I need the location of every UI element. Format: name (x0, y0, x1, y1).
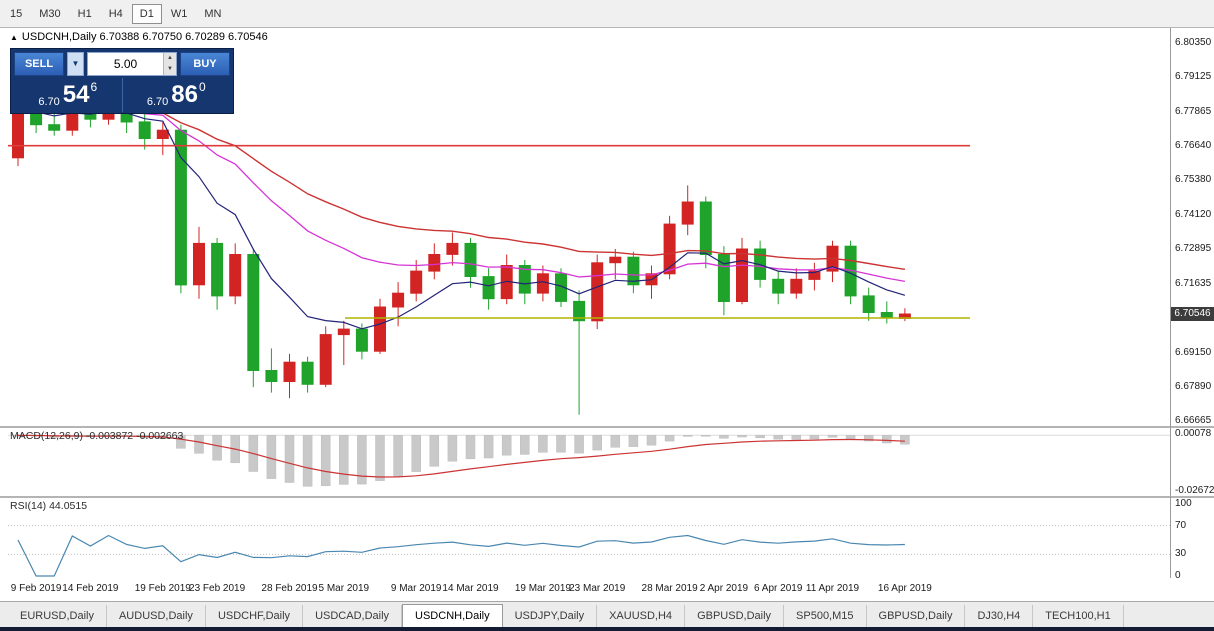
macd-canvas[interactable] (8, 428, 1170, 496)
volume-stepper: ▲ ▼ (163, 53, 176, 75)
buy-price[interactable]: 6.70 86 0 (123, 78, 231, 112)
trade-prices-row: 6.70 54 6 6.70 86 0 (14, 78, 230, 112)
date-label: 28 Mar 2019 (641, 583, 698, 594)
sell-button[interactable]: SELL (14, 52, 64, 76)
buy-button[interactable]: BUY (180, 52, 230, 76)
panel-resize-handle[interactable] (0, 426, 1214, 428)
volume-up-button[interactable]: ▲ (167, 55, 173, 61)
price-panel[interactable]: ▲ USDCNH,Daily 6.70388 6.70750 6.70289 6.… (0, 28, 1214, 426)
timeframe-mn[interactable]: MN (196, 4, 229, 24)
time-axis: 9 Feb 2019 14 Feb 2019 19 Feb 2019 23 Feb 2… (0, 578, 1214, 601)
macd-label: MACD(12,26,9) -0.003872 -0.002663 (10, 430, 184, 442)
macd-axis-label: -0.02672 (1175, 484, 1214, 496)
price-divider (121, 78, 123, 112)
price-axis-label: 6.74120 (1175, 209, 1212, 221)
price-chart-canvas[interactable] (8, 28, 1170, 426)
rsi-panel[interactable]: RSI(14) 44.0515 100 70 30 0 (0, 498, 1214, 581)
date-label: 28 Feb 2019 (261, 583, 318, 594)
order-settings-dropdown[interactable]: ▼ (67, 52, 84, 76)
macd-axis-label: 0.00078 (1175, 427, 1212, 439)
volume-input[interactable]: 5.00 ▲ ▼ (87, 52, 177, 76)
one-click-trading-panel: SELL ▼ 5.00 ▲ ▼ BUY 6.70 54 6 (10, 48, 234, 114)
price-axis-label: 6.79125 (1175, 71, 1212, 83)
chart-tab-usdjpy[interactable]: USDJPY,Daily (503, 605, 598, 627)
price-axis-label: 6.80350 (1175, 37, 1212, 49)
sell-price-sup: 6 (90, 80, 98, 94)
chart-tab-usdcnh[interactable]: USDCNH,Daily (402, 604, 503, 627)
date-label: 9 Mar 2019 (390, 583, 442, 594)
chart-tab-eurusd[interactable]: EURUSD,Daily (8, 605, 107, 627)
chart-tab-usdcad[interactable]: USDCAD,Daily (303, 605, 403, 627)
chart-title: ▲ USDCNH,Daily 6.70388 6.70750 6.70289 6.… (10, 31, 268, 43)
date-label: 5 Mar 2019 (318, 583, 370, 594)
timeframe-d1[interactable]: D1 (131, 3, 162, 24)
chart-tab-tech100[interactable]: TECH100,H1 (1033, 605, 1124, 627)
rsi-axis-label: 30 (1175, 548, 1187, 560)
price-axis-label: 6.69150 (1175, 346, 1212, 358)
rsi-axis-label: 100 (1175, 498, 1192, 509)
chart-window: ▲ USDCNH,Daily 6.70388 6.70750 6.70289 6.… (0, 28, 1214, 601)
date-label: 19 Mar 2019 (514, 583, 571, 594)
price-axis-label: 6.72895 (1175, 243, 1212, 255)
volume-down-button[interactable]: ▼ (167, 66, 173, 72)
panel-resize-handle[interactable] (0, 496, 1214, 498)
date-label: 6 Apr 2019 (754, 583, 803, 594)
chart-tab-dj30[interactable]: DJ30,H4 (965, 605, 1034, 627)
volume-value: 5.00 (113, 57, 138, 71)
date-label: 9 Feb 2019 (10, 583, 62, 594)
sell-price-small: 6.70 (38, 96, 60, 108)
chart-tab-audusd[interactable]: AUDUSD,Daily (107, 605, 206, 627)
price-axis-label: 6.77865 (1175, 105, 1212, 117)
chart-title-text: USDCNH,Daily 6.70388 6.70750 6.70289 6.7… (21, 31, 268, 43)
macd-panel[interactable]: MACD(12,26,9) -0.003872 -0.002663 0.0007… (0, 428, 1214, 496)
chart-tab-bar: EURUSD,Daily AUDUSD,Daily USDCHF,Daily USDC… (0, 601, 1214, 627)
timeframe-h1[interactable]: H1 (70, 4, 100, 24)
date-label: 23 Mar 2019 (569, 583, 626, 594)
price-axis-label: 6.71635 (1175, 277, 1212, 289)
sell-price-big: 54 (62, 81, 90, 108)
trade-controls-row: SELL ▼ 5.00 ▲ ▼ BUY (14, 52, 230, 76)
chart-tab-gbpusd[interactable]: GBPUSD,Daily (685, 605, 785, 627)
price-axis-label: 6.75380 (1175, 174, 1212, 186)
date-label: 2 Apr 2019 (699, 583, 749, 594)
timeframe-15[interactable]: 15 (2, 4, 30, 24)
date-label: 14 Mar 2019 (442, 583, 499, 594)
date-label: 16 Apr 2019 (877, 583, 932, 594)
sell-price[interactable]: 6.70 54 6 (14, 78, 122, 112)
date-label: 19 Feb 2019 (134, 583, 191, 594)
price-axis-label: 6.76640 (1175, 139, 1212, 151)
timeframe-m30[interactable]: M30 (31, 4, 68, 24)
price-axis-border (1170, 28, 1171, 578)
chart-tab-sp500[interactable]: SP500,M15 (784, 605, 867, 627)
price-axis-label: 6.67890 (1175, 381, 1212, 393)
timeframe-h4[interactable]: H4 (101, 4, 131, 24)
chart-tab-gbpusd-2[interactable]: GBPUSD,Daily (867, 605, 966, 627)
chart-tab-xauusd[interactable]: XAUUSD,H4 (597, 605, 686, 627)
timeframe-toolbar: 15 M30 H1 H4 D1 W1 MN (0, 0, 1214, 28)
expand-arrow-icon[interactable]: ▲ (10, 33, 18, 42)
buy-price-sup: 0 (198, 80, 206, 94)
date-label: 14 Feb 2019 (62, 583, 119, 594)
buy-price-big: 86 (171, 81, 198, 108)
rsi-label: RSI(14) 44.0515 (10, 500, 88, 512)
window-bottom-edge (0, 627, 1214, 631)
price-axis-label: 6.66665 (1175, 415, 1212, 427)
buy-price-small: 6.70 (146, 96, 169, 108)
date-label: 11 Apr 2019 (805, 583, 860, 594)
chevron-down-icon: ▼ (71, 59, 80, 68)
current-price-badge: 6.70546 (1171, 306, 1214, 321)
rsi-axis-label: 0 (1175, 570, 1181, 581)
timeframe-w1[interactable]: W1 (163, 4, 196, 24)
rsi-axis-label: 70 (1175, 519, 1187, 531)
chart-tab-usdchf[interactable]: USDCHF,Daily (206, 605, 304, 627)
date-label: 23 Feb 2019 (189, 583, 246, 594)
rsi-canvas[interactable] (8, 498, 1170, 578)
